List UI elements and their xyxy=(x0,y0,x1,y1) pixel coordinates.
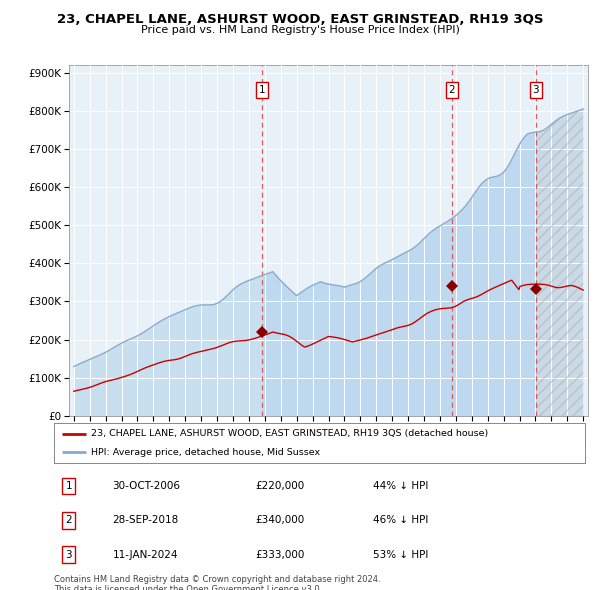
Text: 1: 1 xyxy=(65,481,72,491)
Text: 46% ↓ HPI: 46% ↓ HPI xyxy=(373,516,428,525)
Text: 2: 2 xyxy=(65,516,72,525)
Text: 11-JAN-2024: 11-JAN-2024 xyxy=(112,550,178,559)
Text: 30-OCT-2006: 30-OCT-2006 xyxy=(112,481,181,491)
Text: £220,000: £220,000 xyxy=(256,481,305,491)
Text: £333,000: £333,000 xyxy=(256,550,305,559)
Text: 3: 3 xyxy=(533,85,539,95)
Text: 53% ↓ HPI: 53% ↓ HPI xyxy=(373,550,428,559)
Text: Contains HM Land Registry data © Crown copyright and database right 2024.
This d: Contains HM Land Registry data © Crown c… xyxy=(54,575,380,590)
Text: 2: 2 xyxy=(449,85,455,95)
Text: Price paid vs. HM Land Registry's House Price Index (HPI): Price paid vs. HM Land Registry's House … xyxy=(140,25,460,35)
Text: 23, CHAPEL LANE, ASHURST WOOD, EAST GRINSTEAD, RH19 3QS (detached house): 23, CHAPEL LANE, ASHURST WOOD, EAST GRIN… xyxy=(91,430,488,438)
Text: HPI: Average price, detached house, Mid Sussex: HPI: Average price, detached house, Mid … xyxy=(91,448,320,457)
Text: 28-SEP-2018: 28-SEP-2018 xyxy=(112,516,179,525)
Text: 1: 1 xyxy=(259,85,265,95)
Text: 44% ↓ HPI: 44% ↓ HPI xyxy=(373,481,428,491)
Text: 23, CHAPEL LANE, ASHURST WOOD, EAST GRINSTEAD, RH19 3QS: 23, CHAPEL LANE, ASHURST WOOD, EAST GRIN… xyxy=(57,13,543,26)
Text: 3: 3 xyxy=(65,550,72,559)
Text: £340,000: £340,000 xyxy=(256,516,305,525)
